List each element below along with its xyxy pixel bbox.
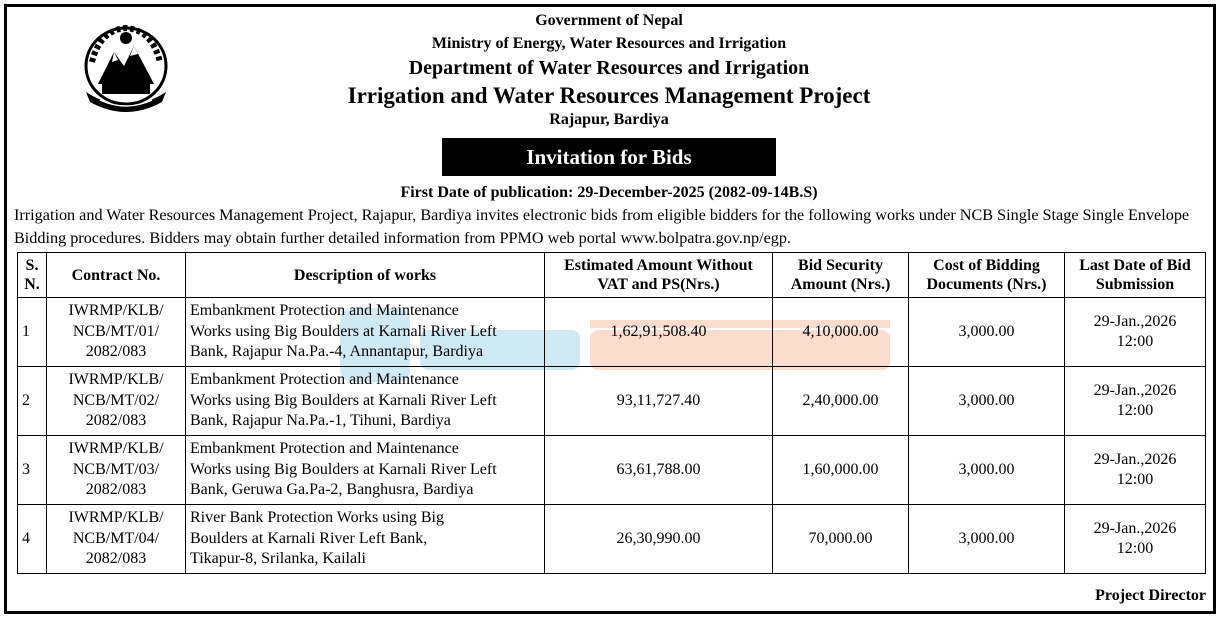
row-amount: 63,61,788.00	[544, 435, 773, 505]
col-estimated-amount: Estimated Amount Without VAT and PS(Nrs.…	[544, 252, 773, 298]
contract-line: NCB/MT/03/	[72, 460, 160, 478]
table-row: 3 IWRMP/KLB/ NCB/MT/03/ 2082/083 Embankm…	[17, 435, 1206, 505]
deadline-time: 12:00	[1116, 540, 1154, 557]
row-sn: 4	[17, 504, 47, 574]
row-cost: 3,000.00	[908, 435, 1065, 505]
row-description: Embankment Protection and Maintenance Wo…	[185, 297, 545, 367]
row-security: 2,40,000.00	[772, 366, 909, 436]
row-deadline: 29-Jan.,2026 12:00	[1064, 504, 1206, 574]
row-cost: 3,000.00	[908, 297, 1065, 367]
government-title: Government of Nepal	[535, 12, 683, 29]
contract-line: 2082/083	[85, 412, 147, 430]
contract-line: NCB/MT/02/	[72, 391, 160, 409]
contract-line: 2082/083	[85, 481, 147, 499]
deadline-date: 29-Jan.,2026	[1093, 450, 1177, 468]
contract-line: NCB/MT/01/	[72, 322, 160, 340]
description-line: Works using Big Boulders at Karnali Rive…	[190, 460, 497, 478]
row-cost: 3,000.00	[908, 504, 1065, 574]
row-deadline: 29-Jan.,2026 12:00	[1064, 297, 1206, 367]
description-line: Bank, Rajapur Na.Pa.-4, Annantapur, Bard…	[190, 343, 484, 361]
description-line: Embankment Protection and Maintenance	[190, 302, 459, 320]
col-document-cost: Cost of Bidding Documents (Nrs.)	[908, 252, 1065, 298]
row-description: Embankment Protection and Maintenance Wo…	[185, 366, 545, 436]
col-contract: Contract No.	[46, 252, 186, 298]
deadline-date: 29-Jan.,2026	[1093, 519, 1177, 537]
contract-line: 2082/083	[85, 550, 147, 568]
description-line: Bank, Geruwa Ga.Pa-2, Banghusra, Bardiya	[190, 481, 474, 499]
bids-table: S. N. Contract No. Description of works …	[17, 252, 1206, 574]
row-cost: 3,000.00	[908, 366, 1065, 436]
row-amount: 1,62,91,508.40	[544, 297, 773, 367]
contract-line: IWRMP/KLB/	[68, 371, 164, 389]
project-location: Rajapur, Bardiya	[549, 111, 669, 128]
contract-line: 2082/083	[85, 343, 147, 361]
deadline-time: 12:00	[1116, 471, 1154, 488]
table-row: 2 IWRMP/KLB/ NCB/MT/02/ 2082/083 Embankm…	[17, 366, 1206, 436]
department-title: Department of Water Resources and Irriga…	[408, 57, 810, 79]
contract-line: IWRMP/KLB/	[68, 302, 164, 320]
col-description: Description of works	[185, 252, 545, 298]
table-row: 4 IWRMP/KLB/ NCB/MT/04/ 2082/083 River B…	[17, 504, 1206, 574]
description-line: Tikapur-8, Srilanka, Kailali	[190, 550, 366, 568]
contract-line: NCB/MT/04/	[72, 529, 160, 547]
description-line: Bank, Rajapur Na.Pa.-1, Tihuni, Bardiya	[190, 412, 451, 430]
row-contract: IWRMP/KLB/ NCB/MT/04/ 2082/083	[46, 504, 186, 574]
intro-paragraph: Irrigation and Water Resources Managemen…	[14, 206, 1190, 247]
deadline-date: 29-Jan.,2026	[1093, 381, 1177, 399]
description-line: Boulders at Karnali River Left Bank,	[190, 529, 428, 547]
invitation-banner: Invitation for Bids	[442, 138, 776, 176]
row-security: 70,000.00	[772, 504, 909, 574]
row-amount: 26,30,990.00	[544, 504, 773, 574]
row-contract: IWRMP/KLB/ NCB/MT/03/ 2082/083	[46, 435, 186, 505]
table-row: 1 IWRMP/KLB/ NCB/MT/01/ 2082/083 Embankm…	[17, 297, 1206, 367]
row-sn: 1	[17, 297, 47, 367]
description-line: Embankment Protection and Maintenance	[190, 440, 459, 458]
row-security: 4,10,000.00	[772, 297, 909, 367]
col-sn: S. N.	[17, 252, 47, 298]
row-sn: 2	[17, 366, 47, 436]
deadline-date: 29-Jan.,2026	[1093, 312, 1177, 330]
description-line: Embankment Protection and Maintenance	[190, 371, 459, 389]
contract-line: IWRMP/KLB/	[68, 509, 164, 527]
deadline-time: 12:00	[1116, 402, 1154, 419]
row-sn: 3	[17, 435, 47, 505]
publication-date: First Date of publication: 29-December-2…	[400, 184, 818, 201]
row-deadline: 29-Jan.,2026 12:00	[1064, 366, 1206, 436]
deadline-time: 12:00	[1116, 333, 1154, 350]
contract-line: IWRMP/KLB/	[68, 440, 164, 458]
nepal-emblem-icon	[84, 24, 168, 112]
col-bid-security: Bid Security Amount (Nrs.)	[772, 252, 909, 298]
description-line: Works using Big Boulders at Karnali Rive…	[190, 391, 497, 409]
project-title: Irrigation and Water Resources Managemen…	[347, 83, 871, 108]
col-deadline: Last Date of Bid Submission	[1064, 252, 1206, 298]
row-security: 1,60,000.00	[772, 435, 909, 505]
description-line: Works using Big Boulders at Karnali Rive…	[190, 322, 497, 340]
row-deadline: 29-Jan.,2026 12:00	[1064, 435, 1206, 505]
row-contract: IWRMP/KLB/ NCB/MT/02/ 2082/083	[46, 366, 186, 436]
row-contract: IWRMP/KLB/ NCB/MT/01/ 2082/083	[46, 297, 186, 367]
row-amount: 93,11,727.40	[544, 366, 773, 436]
signoff-title: Project Director	[1095, 587, 1206, 604]
ministry-title: Ministry of Energy, Water Resources and …	[431, 35, 787, 52]
row-description: River Bank Protection Works using Big Bo…	[185, 504, 545, 574]
table-header-row: S. N. Contract No. Description of works …	[17, 252, 1206, 298]
description-line: River Bank Protection Works using Big	[190, 509, 444, 527]
row-description: Embankment Protection and Maintenance Wo…	[185, 435, 545, 505]
